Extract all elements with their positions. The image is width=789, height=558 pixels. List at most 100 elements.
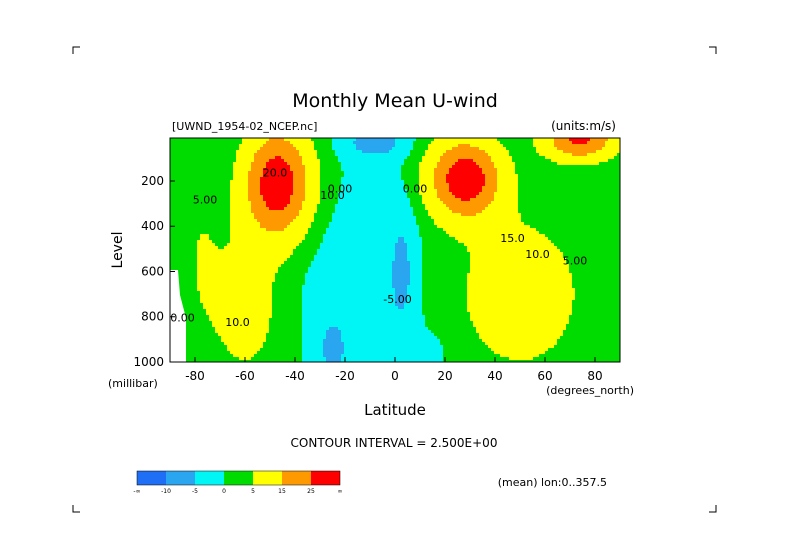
contour-cell [341, 147, 345, 151]
contour-cell [200, 228, 204, 232]
contour-cell [314, 213, 318, 217]
contour-cell [404, 234, 408, 238]
contour-cell [320, 165, 324, 169]
contour-cell [389, 174, 393, 178]
contour-cell [377, 207, 381, 211]
contour-cell [305, 150, 309, 154]
contour-cell [557, 234, 561, 238]
contour-cell [476, 213, 480, 217]
contour-cell [281, 222, 285, 226]
contour-cell [434, 177, 438, 181]
contour-cell [305, 216, 309, 220]
contour-cell [368, 177, 372, 181]
contour-cell [455, 177, 459, 181]
contour-cell [212, 162, 216, 166]
contour-cell [185, 210, 189, 214]
contour-cell [536, 183, 540, 187]
contour-cell [449, 210, 453, 214]
contour-cell [200, 180, 204, 184]
contour-cell [533, 147, 537, 151]
contour-cell [239, 147, 243, 151]
contour-cell [572, 210, 576, 214]
contour-cell [278, 210, 282, 214]
contour-cell [185, 219, 189, 223]
contour-cell [248, 180, 252, 184]
contour-cell [407, 228, 411, 232]
contour-cell [419, 219, 423, 223]
contour-cell [491, 171, 495, 175]
contour-cell [554, 156, 558, 160]
contour-cell [419, 177, 423, 181]
contour-cell [191, 192, 195, 196]
contour-cell [539, 144, 543, 148]
contour-cell [422, 228, 426, 232]
contour-cell [581, 216, 585, 220]
contour-cell [371, 141, 375, 145]
contour-cell [587, 183, 591, 187]
contour-cell [428, 171, 432, 175]
contour-cell [317, 156, 321, 160]
contour-cell [446, 159, 450, 163]
contour-cell [488, 231, 492, 235]
contour-cell [389, 165, 393, 169]
contour-cell [404, 138, 408, 142]
contour-cell [206, 225, 210, 229]
contour-cell [296, 180, 300, 184]
contour-cell [422, 174, 426, 178]
contour-cell [203, 207, 207, 211]
contour-cell [527, 153, 531, 157]
contour-cell [407, 225, 411, 229]
contour-cell [608, 180, 612, 184]
contour-cell [452, 180, 456, 184]
contour-cell [254, 159, 258, 163]
contour-cell [362, 156, 366, 160]
contour-cell [470, 144, 474, 148]
contour-cell [428, 159, 432, 163]
contour-cell [308, 180, 312, 184]
contour-cell [554, 183, 558, 187]
contour-cell [236, 210, 240, 214]
contour-cell [368, 144, 372, 148]
contour-cell [578, 138, 582, 142]
contour-cell [614, 147, 618, 151]
contour-cell [356, 150, 360, 154]
contour-cell [173, 153, 177, 157]
contour-cell [299, 138, 303, 142]
contour-cell [302, 222, 306, 226]
contour-cell [278, 225, 282, 229]
contour-cell [314, 228, 318, 232]
contour-cell [293, 219, 297, 223]
contour-cell [326, 198, 330, 202]
contour-cell [254, 216, 258, 220]
contour-cell [542, 207, 546, 211]
contour-cell [521, 195, 525, 199]
contour-cell [275, 228, 279, 232]
contour-cell [332, 180, 336, 184]
contour-cell [473, 159, 477, 163]
contour-cell [251, 234, 255, 238]
contour-cell [311, 156, 315, 160]
contour-cell [359, 204, 363, 208]
contour-cell [248, 228, 252, 232]
contour-cell [293, 201, 297, 205]
contour-cell [374, 231, 378, 235]
contour-cell [257, 147, 261, 151]
contour-cell [251, 225, 255, 229]
contour-cell [356, 162, 360, 166]
contour-cell [317, 180, 321, 184]
contour-cell [386, 219, 390, 223]
contour-cell [506, 219, 510, 223]
contour-cell [284, 210, 288, 214]
contour-cell [389, 171, 393, 175]
contour-cell [446, 207, 450, 211]
contour-cell [464, 195, 468, 199]
contour-cell [572, 207, 576, 211]
contour-cell [458, 156, 462, 160]
contour-cell [410, 234, 414, 238]
contour-cell [389, 192, 393, 196]
contour-cell [251, 204, 255, 208]
contour-cell [356, 219, 360, 223]
contour-cell [461, 150, 465, 154]
contour-cell [314, 195, 318, 199]
contour-cell [464, 207, 468, 211]
